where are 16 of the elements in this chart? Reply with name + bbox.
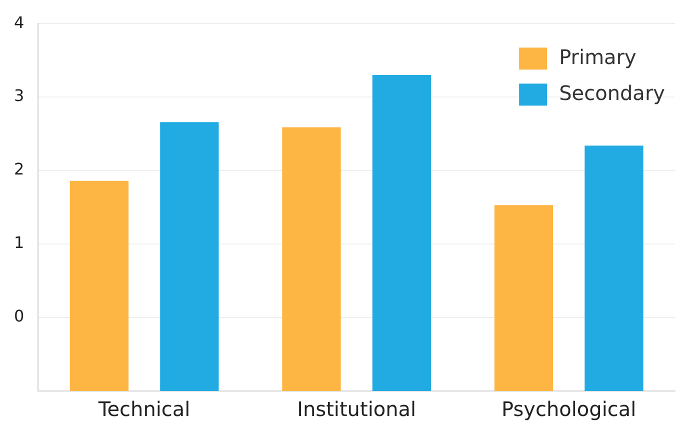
- bar: [160, 122, 219, 391]
- legend-label: Secondary: [559, 80, 666, 105]
- bar: [372, 75, 432, 391]
- x-tick-label: Psychological: [501, 397, 636, 422]
- y-tick-label: 1: [14, 233, 24, 252]
- x-tick-label: Institutional: [297, 397, 416, 422]
- bar: [494, 205, 554, 391]
- y-tick-label: 4: [14, 12, 24, 32]
- bar: [70, 180, 129, 391]
- bar: [584, 146, 644, 391]
- bar: [282, 127, 341, 391]
- y-tick-label: 3: [14, 86, 24, 106]
- legend-label: Primary: [559, 44, 637, 69]
- y-tick-label: 2: [14, 160, 24, 179]
- y-tick-label: 0: [14, 306, 24, 326]
- x-tick-label: Technical: [97, 397, 190, 422]
